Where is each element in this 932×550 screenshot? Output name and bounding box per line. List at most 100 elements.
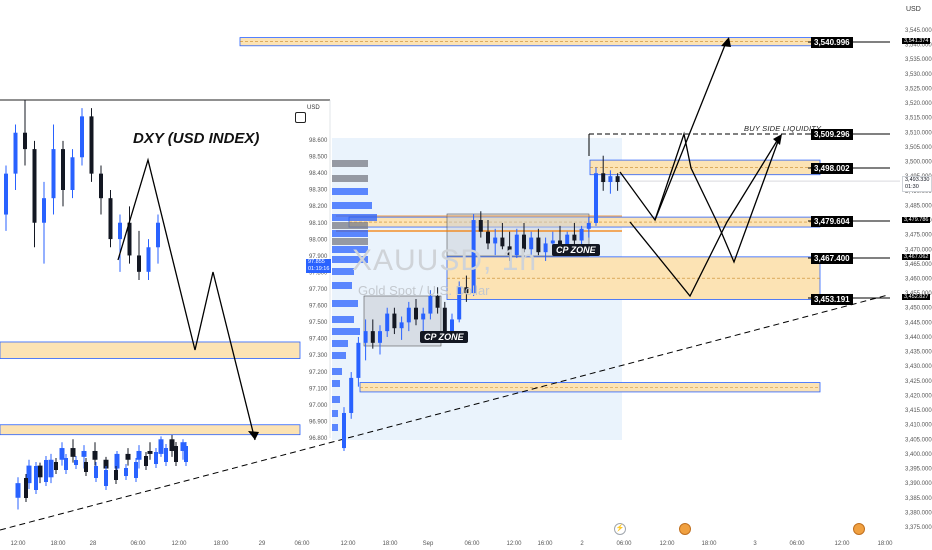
volume-bar — [332, 214, 377, 221]
price-tick: 3,470.000 — [905, 247, 932, 253]
volume-bar — [332, 256, 368, 263]
volume-profile — [332, 160, 377, 431]
left-candle-body — [114, 453, 120, 469]
dxy-candle-body — [70, 157, 75, 190]
time-tick: 29 — [259, 541, 266, 547]
main-candle-body — [349, 377, 354, 413]
main-candle-body — [428, 296, 433, 314]
dxy-price-tick: 97.100 — [309, 386, 328, 392]
dxy-arrow-head — [248, 431, 259, 440]
left-candle-body — [15, 483, 21, 498]
volume-bar — [332, 202, 372, 209]
volume-bar — [332, 160, 368, 167]
dxy-candle-body — [174, 446, 178, 462]
dxy-candle-body — [4, 173, 8, 215]
settings-icon[interactable] — [295, 112, 306, 123]
price-tick: 3,445.000 — [905, 320, 932, 326]
lightning-icon[interactable]: ⚡ — [614, 523, 626, 535]
price-tick: 3,465.000 — [905, 262, 932, 268]
price-tick: 3,400.000 — [905, 452, 932, 458]
left-candle-body — [59, 448, 65, 460]
main-candle-body — [550, 240, 555, 244]
dxy-price-tick: 98.000 — [309, 237, 328, 243]
left-candle-body — [92, 450, 98, 460]
dxy-chart: 98.600 98.500 98.400 98.300 98.200 98.100 98.0… — [0, 99, 331, 502]
cp-zone-label-2: CP ZONE — [552, 244, 600, 256]
volume-bar — [332, 368, 342, 375]
price-tick: 3,410.000 — [905, 423, 932, 429]
axis-badge-4: 3,452.827 — [902, 294, 931, 300]
dxy-current-price: 97.855 — [308, 259, 325, 265]
main-candle-body — [442, 307, 447, 332]
cp-zone-label-1: CP ZONE — [420, 331, 468, 343]
price-tick: 3,435.000 — [905, 350, 932, 356]
level-label-1: 3,540.996 — [811, 37, 853, 48]
time-tick: 06:00 — [294, 541, 310, 547]
left-candle-body — [169, 439, 175, 451]
dxy-price-tick: 98.500 — [309, 155, 328, 161]
dxy-projection-path — [117, 157, 256, 441]
main-candle-body — [565, 234, 570, 250]
price-tick: 3,380.000 — [905, 510, 932, 516]
main-candle-body — [601, 173, 606, 183]
price-tick: 3,425.000 — [905, 379, 932, 385]
event-flag-icon-1[interactable] — [679, 523, 691, 535]
left-candle-body — [158, 439, 164, 454]
price-tick: 3,450.000 — [905, 306, 932, 312]
main-candle-body — [435, 296, 440, 308]
dxy-title: DXY (USD INDEX) — [133, 130, 260, 147]
left-candle-body — [26, 465, 32, 484]
time-tick: 12:00 — [340, 541, 356, 547]
main-candle-body — [457, 287, 462, 320]
volume-bar — [332, 328, 360, 335]
time-tick: 18:00 — [382, 541, 398, 547]
left-candle-body — [37, 465, 43, 478]
time-tick: 12:00 — [659, 541, 675, 547]
time-tick: Sep — [423, 541, 434, 547]
candle-countdown: 01:30 — [905, 184, 919, 190]
dxy-price-tick: 98.300 — [309, 188, 328, 194]
volume-bar — [332, 282, 352, 289]
price-tick: 3,530.000 — [905, 72, 932, 78]
price-tick: 3,395.000 — [905, 467, 932, 473]
main-candle-body — [572, 234, 577, 241]
main-candle-body — [486, 231, 490, 244]
dxy-price-tick: 96.800 — [309, 436, 328, 442]
event-flag-icon-2[interactable] — [853, 523, 865, 535]
level-label-5: 3,467.400 — [811, 253, 853, 264]
price-tick: 3,475.000 — [905, 233, 932, 239]
dxy-candle-body — [94, 466, 98, 478]
dxy-candle-body — [137, 255, 141, 272]
axis-badge-2: 3,479.786 — [902, 217, 931, 223]
dxy-price-tick: 97.700 — [309, 287, 328, 293]
dxy-candle-body — [134, 462, 138, 478]
price-tick: 3,440.000 — [905, 335, 932, 341]
left-candle-body — [103, 459, 109, 469]
price-tick: 3,500.000 — [905, 160, 932, 166]
dxy-candle-body — [74, 460, 78, 465]
dxy-candle-body — [42, 198, 46, 223]
current-price-badge: 3,493.330 01:30 — [902, 176, 932, 192]
time-tick: 2 — [580, 541, 584, 547]
dxy-candle-body — [104, 470, 108, 486]
main-candle-body — [378, 331, 382, 343]
dxy-candle-body — [32, 149, 37, 223]
price-tick: 3,535.000 — [905, 57, 932, 63]
main-candle-body — [594, 173, 598, 223]
price-tick: 3,390.000 — [905, 481, 932, 487]
dxy-candle-body — [51, 149, 56, 199]
dxy-candle-body — [34, 466, 38, 490]
price-tick: 3,485.000 — [905, 203, 932, 209]
main-candle-body — [363, 331, 368, 343]
main-candle-body — [522, 234, 526, 250]
watermark-name: Gold Spot / U.S. Dollar — [358, 283, 490, 298]
buy-side-liquidity-label: BUY SIDE LIQUIDITY — [744, 124, 822, 133]
main-candle-body — [579, 228, 584, 241]
projection-path-lower — [629, 135, 781, 298]
price-tick: 3,460.000 — [905, 277, 932, 283]
main-candle-body — [586, 222, 591, 229]
level-label-6: 3,453.191 — [811, 294, 853, 305]
dxy-price-tick: 97.300 — [309, 353, 328, 359]
main-candle-body — [514, 234, 519, 256]
